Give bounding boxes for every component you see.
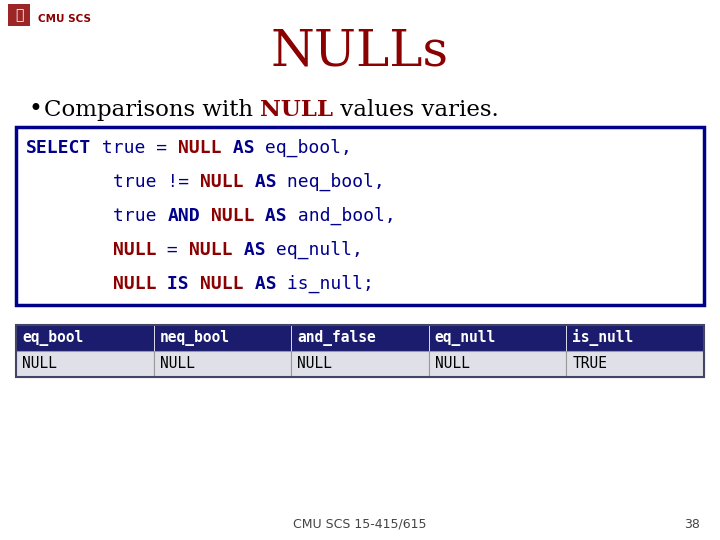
Text: NULL: NULL <box>113 275 156 293</box>
Text: NULL: NULL <box>22 356 57 372</box>
Text: AS: AS <box>222 139 254 157</box>
Text: neq_bool: neq_bool <box>160 330 230 346</box>
Text: true =: true = <box>91 139 179 157</box>
FancyBboxPatch shape <box>291 351 429 377</box>
Text: values varies.: values varies. <box>333 99 499 121</box>
Text: TRUE: TRUE <box>572 356 608 372</box>
Text: AS: AS <box>243 173 276 191</box>
FancyBboxPatch shape <box>153 325 291 351</box>
Text: SELECT: SELECT <box>26 139 91 157</box>
Text: true !=: true != <box>26 173 200 191</box>
Text: NULLs: NULLs <box>271 28 449 77</box>
Text: eq_bool,: eq_bool, <box>254 139 352 157</box>
Text: CMU SCS: CMU SCS <box>38 14 91 24</box>
Text: eq_bool: eq_bool <box>22 330 84 346</box>
Text: is_null: is_null <box>572 329 634 347</box>
Text: AND: AND <box>167 207 200 225</box>
Text: NULL: NULL <box>260 99 333 121</box>
FancyBboxPatch shape <box>16 351 153 377</box>
Text: Comparisons with: Comparisons with <box>44 99 260 121</box>
Text: 🦅: 🦅 <box>15 8 23 22</box>
Text: CMU SCS 15-415/615: CMU SCS 15-415/615 <box>293 517 427 530</box>
FancyBboxPatch shape <box>567 351 704 377</box>
Text: NULL: NULL <box>179 139 222 157</box>
Text: AS: AS <box>254 207 287 225</box>
Text: NULL: NULL <box>200 173 243 191</box>
Text: AS: AS <box>243 275 276 293</box>
Text: true: true <box>26 207 167 225</box>
Text: NULL: NULL <box>160 356 194 372</box>
Text: is_null;: is_null; <box>276 275 374 293</box>
Text: NULL: NULL <box>200 275 243 293</box>
Text: eq_null: eq_null <box>435 330 496 346</box>
Text: and_bool,: and_bool, <box>287 207 396 225</box>
FancyBboxPatch shape <box>429 325 567 351</box>
FancyBboxPatch shape <box>16 325 153 351</box>
Text: IS: IS <box>156 275 200 293</box>
Text: NULL: NULL <box>189 241 233 259</box>
FancyBboxPatch shape <box>429 351 567 377</box>
Text: neq_bool,: neq_bool, <box>276 173 385 191</box>
FancyBboxPatch shape <box>153 351 291 377</box>
Text: •: • <box>28 98 42 122</box>
Text: NULL: NULL <box>297 356 332 372</box>
Text: =: = <box>156 241 189 259</box>
Text: eq_null,: eq_null, <box>265 241 363 259</box>
FancyBboxPatch shape <box>291 325 429 351</box>
FancyBboxPatch shape <box>16 127 704 305</box>
Text: AS: AS <box>233 241 265 259</box>
Text: NULL: NULL <box>113 241 156 259</box>
Text: NULL: NULL <box>211 207 254 225</box>
FancyBboxPatch shape <box>567 325 704 351</box>
Text: and_false: and_false <box>297 330 376 346</box>
FancyBboxPatch shape <box>8 4 30 26</box>
Text: NULL: NULL <box>435 356 469 372</box>
Text: 38: 38 <box>684 517 700 530</box>
